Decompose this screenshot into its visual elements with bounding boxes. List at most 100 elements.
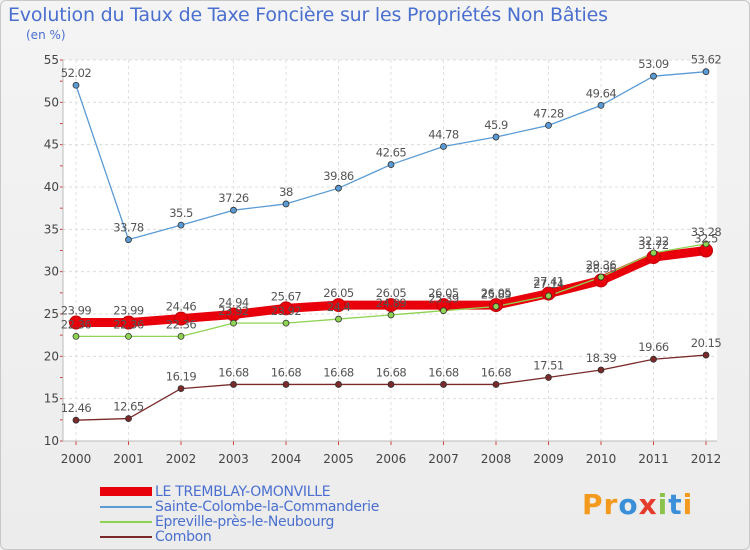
logo-letter: t [668, 488, 683, 521]
data-label: 24.89 [376, 296, 407, 310]
data-point [72, 332, 80, 340]
data-label: 25.39 [428, 292, 459, 306]
data-label: 52.02 [61, 66, 92, 80]
data-label: 27.14 [533, 277, 564, 291]
data-label: 22.36 [61, 317, 92, 331]
data-label: 32.5 [694, 232, 718, 246]
logo-letter: i [682, 488, 694, 521]
data-point [440, 143, 447, 150]
data-label: 19.66 [638, 340, 669, 354]
data-point [387, 311, 395, 319]
y-tick-label: 45 [44, 138, 59, 152]
legend-label: Epreville-près-le-Neubourg [155, 513, 335, 530]
data-point [174, 311, 188, 326]
data-label: 18.39 [586, 351, 617, 365]
data-point [177, 332, 185, 340]
data-label: 28.96 [586, 261, 617, 275]
data-label: 35.5 [169, 206, 193, 220]
data-label: 26.05 [428, 286, 459, 300]
data-point [545, 374, 552, 381]
x-tick-label: 2009 [533, 452, 564, 466]
data-point [545, 292, 552, 300]
y-tick-label: 50 [44, 95, 59, 109]
data-point [72, 416, 80, 424]
data-label: 24.46 [166, 300, 197, 314]
data-point [121, 315, 136, 330]
data-label: 26.05 [323, 286, 354, 300]
x-tick-label: 2008 [481, 452, 512, 466]
data-point [331, 298, 346, 313]
data-point [440, 307, 447, 315]
data-point [335, 184, 342, 192]
x-tick-label: 2003 [218, 452, 249, 466]
data-label: 24.4 [327, 300, 351, 314]
x-tick-label: 2001 [113, 452, 144, 466]
legend-label: LE TREMBLAY-OMONVILLE [155, 483, 331, 500]
data-label: 16.68 [481, 365, 512, 379]
logo-letter: o [618, 488, 639, 521]
data-point [597, 101, 605, 109]
data-label: 24.94 [218, 296, 249, 310]
data-point [230, 319, 237, 327]
plot-area [63, 60, 717, 441]
x-tick-label: 2007 [428, 452, 459, 466]
data-label: 32.22 [638, 234, 669, 248]
data-point [387, 161, 395, 168]
legend-item: Combon [100, 529, 379, 545]
data-point [702, 68, 710, 76]
data-label: 38 [279, 185, 293, 199]
y-tick-label: 55 [44, 53, 59, 67]
data-label: 12.65 [113, 400, 144, 414]
data-point [650, 355, 657, 363]
data-label: 53.62 [691, 53, 722, 67]
x-tick-label: 2000 [61, 452, 92, 466]
data-point [282, 200, 290, 208]
data-label: 12.46 [61, 401, 92, 415]
data-label: 33.78 [113, 221, 144, 235]
legend-swatch [100, 487, 152, 496]
data-label: 16.68 [271, 365, 302, 379]
data-label: 17.51 [533, 358, 564, 372]
data-point [650, 72, 657, 80]
chart-title: Evolution du Taux de Taxe Foncière sur l… [8, 4, 608, 26]
logo-letter: P [582, 488, 604, 521]
data-point [282, 319, 290, 327]
legend-swatch [100, 520, 152, 523]
data-label: 27.41 [533, 275, 564, 289]
data-label: 39.86 [323, 169, 354, 183]
line-chart: 10 15 20 25 30 35 40 45 50 55 2000 2001 2002 2003 2004… [44, 53, 722, 466]
data-label: 22.36 [113, 317, 144, 331]
data-label: 29.36 [586, 258, 617, 272]
data-point [492, 303, 500, 310]
x-tick-label: 2012 [691, 452, 722, 466]
data-point [387, 381, 395, 388]
data-label: 20.15 [691, 336, 722, 350]
data-label: 37.26 [218, 191, 249, 205]
data-point [177, 385, 185, 392]
data-point [597, 366, 605, 374]
legend: LE TREMBLAY-OMONVILLE Sainte-Colombe-la-C… [100, 483, 380, 545]
data-point [230, 206, 237, 214]
y-tick-label: 40 [44, 180, 59, 194]
logo-letter: x [638, 488, 658, 521]
legend-label: Sainte-Colombe-la-Commanderie [155, 498, 380, 515]
data-point [597, 273, 605, 281]
data-label: 31.72 [638, 238, 669, 252]
logo-letter: i [657, 488, 669, 521]
x-tick-label: 2005 [323, 452, 354, 466]
data-label: 26.05 [481, 286, 512, 300]
data-label: 23.99 [61, 304, 92, 318]
data-label: 23.92 [218, 304, 249, 318]
y-tick-label: 25 [44, 307, 59, 321]
x-tick-label: 2010 [586, 452, 617, 466]
y-tick-label: 10 [44, 434, 59, 448]
data-label: 16.19 [166, 370, 197, 384]
data-point [69, 315, 83, 330]
data-label: 25.67 [271, 289, 302, 303]
x-tick-label: 2002 [166, 452, 197, 466]
data-point [702, 240, 710, 248]
data-label: 26.05 [376, 286, 407, 300]
data-point [492, 133, 500, 141]
data-label: 22.36 [166, 317, 197, 331]
data-label: 16.68 [323, 365, 354, 379]
